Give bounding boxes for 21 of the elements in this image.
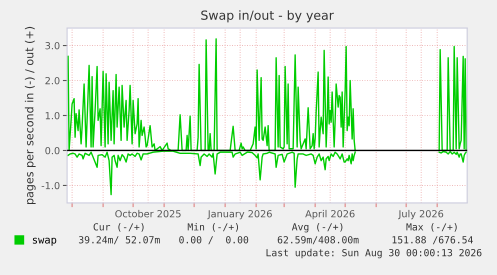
x-tick-label: April 2026 [305,210,355,220]
text: Cur (-/+) [94,223,144,232]
y-tick-label: 1.0 [46,112,60,120]
x-tick-label: October 2025 [115,210,181,218]
y-tick-label: -1.0 [42,182,60,190]
text: 0.00 / 0.00 [179,236,248,244]
text: Max (-/+) [406,223,457,232]
chart-title: Swap in/out - by year [201,10,334,22]
text: Avg (-/+) [292,222,342,232]
text: 39.24m/ 52.07m [78,236,160,244]
y-tick-label: 0.0 [45,146,60,154]
text: Last update: Sun Aug 30 00:00:13 2026 [266,248,482,258]
y-tick-label: 3.0 [45,42,60,50]
text: 62.59m/408.00m [278,236,359,244]
legend-label: swap [32,238,56,246]
text: Min (-/+) [188,223,238,232]
text: 151.88 /676.54 [392,236,473,244]
x-tick-label: January 2026 [207,210,272,220]
x-tick-label: July 2026 [398,210,444,220]
y-tick-label: 2.0 [45,77,60,84]
y-axis-title: pages per second in (-) / out (+) [24,26,36,204]
